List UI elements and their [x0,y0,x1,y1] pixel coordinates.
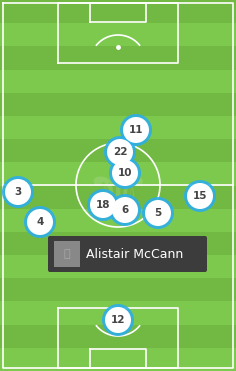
Bar [0,301,236,325]
Circle shape [105,307,131,333]
Text: 12: 12 [111,315,125,325]
Text: 15: 15 [193,191,207,201]
Circle shape [2,176,34,208]
Bar [0,0,236,23]
Circle shape [109,194,141,226]
Text: Alistair McCann: Alistair McCann [86,247,183,260]
Bar [0,232,236,255]
Bar [0,70,236,93]
Bar [0,93,236,116]
Circle shape [123,117,149,143]
Bar [0,255,236,278]
Circle shape [90,192,116,218]
Circle shape [87,189,119,221]
Circle shape [112,197,138,223]
FancyBboxPatch shape [48,236,207,272]
Bar [0,209,236,232]
Bar [0,46,236,70]
Text: 4: 4 [36,217,44,227]
Circle shape [102,304,134,336]
Text: 22: 22 [113,147,127,157]
Text: 5: 5 [154,208,162,218]
Circle shape [112,160,138,186]
Circle shape [109,157,141,189]
Text: 👤: 👤 [64,249,70,259]
Circle shape [187,183,213,209]
Circle shape [104,136,136,168]
Text: 18: 18 [96,200,110,210]
Text: 11: 11 [129,125,143,135]
Bar [0,186,236,209]
Text: 3: 3 [14,187,22,197]
Circle shape [120,114,152,146]
Circle shape [184,180,216,212]
Bar [0,116,236,139]
Bar [0,139,236,162]
Circle shape [142,197,174,229]
Bar [0,325,236,348]
Text: ⚜: ⚜ [84,158,152,232]
Circle shape [5,179,31,205]
Bar [0,348,236,371]
Bar [0,23,236,46]
Circle shape [107,139,133,165]
Circle shape [24,206,56,238]
Bar [54,241,80,267]
Text: 6: 6 [121,205,129,215]
Circle shape [27,209,53,235]
Bar [0,162,236,186]
Text: 10: 10 [118,168,132,178]
Bar [0,278,236,301]
Circle shape [145,200,171,226]
